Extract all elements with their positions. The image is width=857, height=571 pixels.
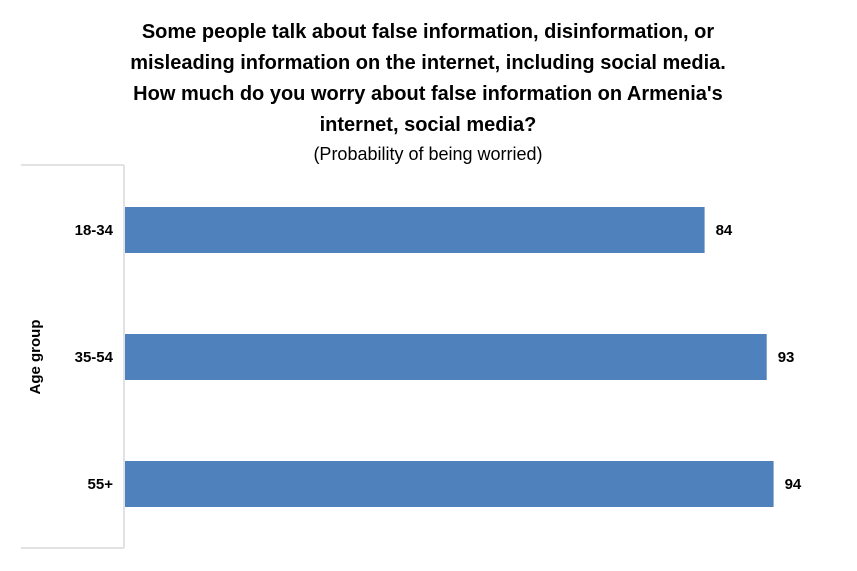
tick-label: 35-54: [75, 349, 114, 366]
data-label: 84: [716, 222, 733, 239]
data-labels: 84 93 94: [716, 222, 802, 493]
tick-labels: 18-34 35-54 55+: [75, 222, 114, 493]
bars-layer: [125, 207, 774, 507]
chart-subtitle: (Probability of being worried): [313, 144, 542, 164]
chart-title-line-2: misleading information on the internet, …: [130, 52, 726, 74]
chart-title: Some people talk about false information…: [130, 21, 726, 136]
data-label: 93: [778, 349, 795, 366]
chart-title-line-3: How much do you worry about false inform…: [133, 83, 723, 105]
bar-35-54: [125, 334, 767, 380]
tick-label: 55+: [88, 476, 114, 493]
chart-title-line-1: Some people talk about false information…: [142, 21, 715, 43]
y-axis-title: Age group: [27, 320, 44, 395]
bar-55: [125, 461, 774, 507]
chart-title-line-4: internet, social media?: [320, 114, 537, 136]
data-label: 94: [785, 476, 802, 493]
tick-label: 18-34: [75, 222, 114, 239]
bar-18-34: [125, 207, 705, 253]
category-axis: Age group: [21, 164, 125, 549]
